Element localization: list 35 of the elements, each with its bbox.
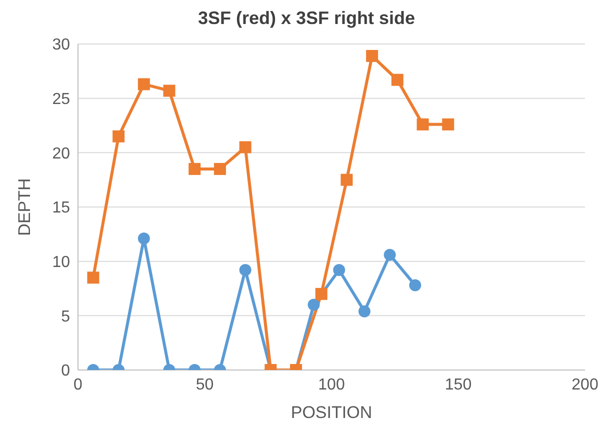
point xyxy=(214,162,226,175)
chart-title: 3SF (red) x 3SF right side xyxy=(196,8,416,30)
point xyxy=(112,130,125,142)
point xyxy=(138,232,150,245)
y-tick-label: 5 xyxy=(61,308,70,326)
point xyxy=(416,118,429,130)
point xyxy=(333,264,346,276)
point xyxy=(442,118,454,130)
x-tick-label: 50 xyxy=(196,376,214,394)
point xyxy=(188,162,201,175)
x-tick-label: 0 xyxy=(74,376,83,394)
point xyxy=(340,174,353,186)
point xyxy=(87,272,100,284)
point xyxy=(366,50,378,62)
x-tick-label: 150 xyxy=(444,376,472,394)
y-tick-label: 25 xyxy=(52,91,70,108)
point xyxy=(358,305,370,318)
point xyxy=(138,78,150,90)
x-tick-label: 200 xyxy=(572,376,598,394)
point xyxy=(409,279,422,292)
point xyxy=(384,248,396,261)
y-axis-title: DEPTH xyxy=(15,178,34,236)
x-axis-title: POSITION xyxy=(290,403,372,422)
x-tick-label: 100 xyxy=(318,376,345,394)
point xyxy=(239,141,252,154)
point xyxy=(391,74,404,86)
y-tick-label: 0 xyxy=(61,362,70,380)
y-tick-label: 20 xyxy=(52,145,70,162)
point xyxy=(315,288,328,300)
y-tick-label: 15 xyxy=(52,200,70,217)
y-tick-label: 10 xyxy=(52,254,70,272)
y-tick-label: 30 xyxy=(52,36,70,54)
point xyxy=(239,264,252,276)
point xyxy=(163,84,176,97)
point xyxy=(308,298,320,311)
